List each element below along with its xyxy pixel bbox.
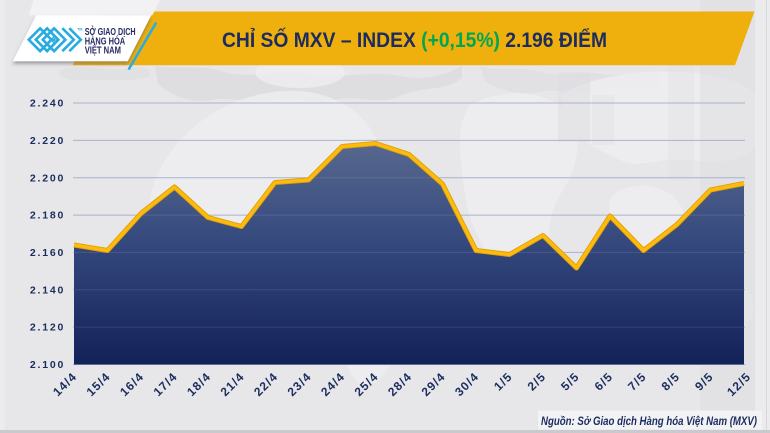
svg-text:2.100: 2.100	[30, 359, 65, 371]
svg-text:2.120: 2.120	[30, 322, 65, 334]
svg-text:2.200: 2.200	[30, 172, 65, 184]
svg-text:Nguồn: Sở Giao dịch Hàng hóa V: Nguồn: Sở Giao dịch Hàng hóa Việt Nam (M…	[541, 414, 757, 428]
svg-text:TM: TM	[77, 27, 82, 31]
svg-text:2.240: 2.240	[30, 98, 65, 110]
svg-text:SỞ GIAO DỊCH: SỞ GIAO DỊCH	[85, 25, 136, 38]
svg-text:VIỆT NAM: VIỆT NAM	[85, 44, 121, 57]
svg-text:2.140: 2.140	[30, 284, 65, 296]
svg-text:2.180: 2.180	[30, 210, 65, 222]
svg-text:CHỈ SỐ MXV – INDEX (+0,15%) 2.: CHỈ SỐ MXV – INDEX (+0,15%) 2.196 ĐIỂM	[222, 26, 607, 52]
svg-text:2.160: 2.160	[30, 247, 65, 259]
svg-text:HÀNG HÓA: HÀNG HÓA	[85, 34, 126, 47]
svg-text:2.220: 2.220	[30, 135, 65, 147]
